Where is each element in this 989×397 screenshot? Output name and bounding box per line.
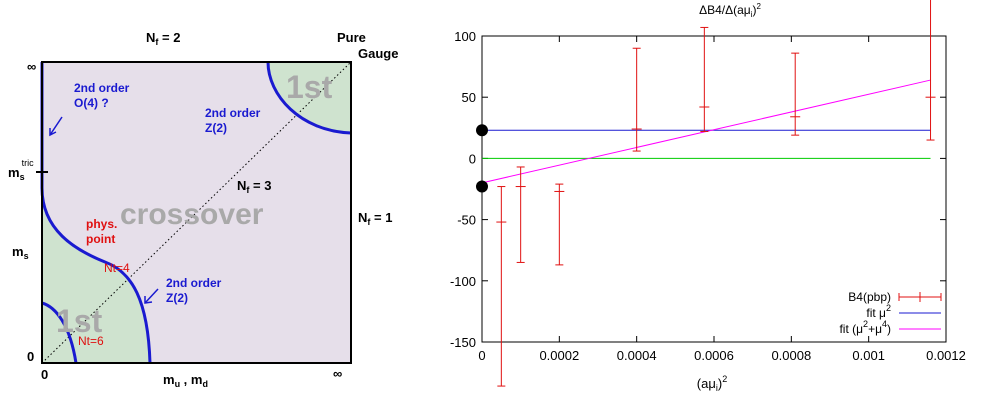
x-tick-label: 0.0012 xyxy=(926,348,966,363)
data-point xyxy=(554,183,565,266)
data-point xyxy=(496,186,507,387)
o4-label-line1: 2nd order xyxy=(74,81,130,95)
z2-bottom-label-line1: 2nd order xyxy=(166,276,222,290)
ms-tric-label: mstric xyxy=(8,158,34,182)
boundary-nt6 xyxy=(41,301,78,364)
nf2-label: Nf = 2 xyxy=(146,30,180,47)
x-tick-label: 0.0008 xyxy=(771,348,811,363)
extrapolated-point xyxy=(476,124,488,137)
z2-bottom-label-line2: Z(2) xyxy=(166,291,188,305)
extrapolated-point xyxy=(476,180,488,193)
legend-key-b4 xyxy=(898,292,942,302)
x-tick-label: 0.001 xyxy=(852,348,885,363)
first-order-region-bottom xyxy=(42,188,150,363)
pure-label: Pure xyxy=(337,30,366,45)
x-tick-label: 0.0002 xyxy=(539,348,579,363)
x-axis-label: (aμi)2 xyxy=(697,374,727,393)
boundary-bottom xyxy=(40,187,152,364)
diagram-border xyxy=(41,61,352,364)
nt6-label: Nt=6 xyxy=(78,334,104,348)
phys-point-label-line2: point xyxy=(86,232,115,246)
y-tick-label: -50 xyxy=(457,213,476,228)
x-tick-label: 0 xyxy=(478,348,485,363)
first-order-region-top xyxy=(268,62,351,133)
zero-corner-label: 0 xyxy=(27,349,34,364)
crossover-label: crossover xyxy=(120,198,264,231)
data-point xyxy=(631,47,642,152)
infinity-left-label: ∞ xyxy=(27,59,36,74)
phys-point-label-line1: phys. xyxy=(86,217,117,231)
legend-label-b4: B4(pbp) xyxy=(848,290,891,304)
data-point xyxy=(925,0,936,141)
y-tick-label: 100 xyxy=(454,29,476,44)
y-tick-label: 50 xyxy=(462,90,476,105)
o4-label-line2: O(4) ? xyxy=(74,96,109,110)
y-tick-label: 0 xyxy=(469,151,476,166)
y-tick-label: -100 xyxy=(450,274,476,289)
chart-title: ΔB4/Δ(aμi)2 xyxy=(699,2,761,19)
x-tick-label: 0.0006 xyxy=(694,348,734,363)
mu-md-label: mu , md xyxy=(163,372,208,389)
infinity-bottom-label: ∞ xyxy=(333,366,342,381)
first-order-label-bottom: 1st xyxy=(56,303,103,339)
boundary-top xyxy=(266,61,352,135)
z2-top-label-line2: Z(2) xyxy=(205,121,227,135)
legend-label-fit-mu2: fit μ2 xyxy=(866,303,891,320)
first-order-label-top: 1st xyxy=(286,69,333,105)
ms-label: ms xyxy=(12,244,29,261)
arrow-o4 xyxy=(49,116,63,137)
data-point xyxy=(790,52,801,136)
z2-top-label-line1: 2nd order xyxy=(205,106,261,120)
x-tick-label: 0.0004 xyxy=(617,348,657,363)
nf3-label: Nf = 3 xyxy=(237,178,271,195)
y-tick-label: -150 xyxy=(450,335,476,350)
nt4-label: Nt=4 xyxy=(104,261,130,275)
data-point xyxy=(515,166,526,263)
nf1-label: Nf = 1 xyxy=(358,210,392,227)
phase-diagram: 1st 1st crossover Nf = 2 Pure Gauge ∞ ms… xyxy=(8,30,398,389)
data-point xyxy=(699,26,710,132)
zero-axis-label: 0 xyxy=(41,367,48,382)
gauge-label: Gauge xyxy=(358,46,398,61)
legend-label-fit-mu2-mu4: fit (μ2+μ4) xyxy=(839,319,891,336)
arrow-z2 xyxy=(144,288,159,304)
